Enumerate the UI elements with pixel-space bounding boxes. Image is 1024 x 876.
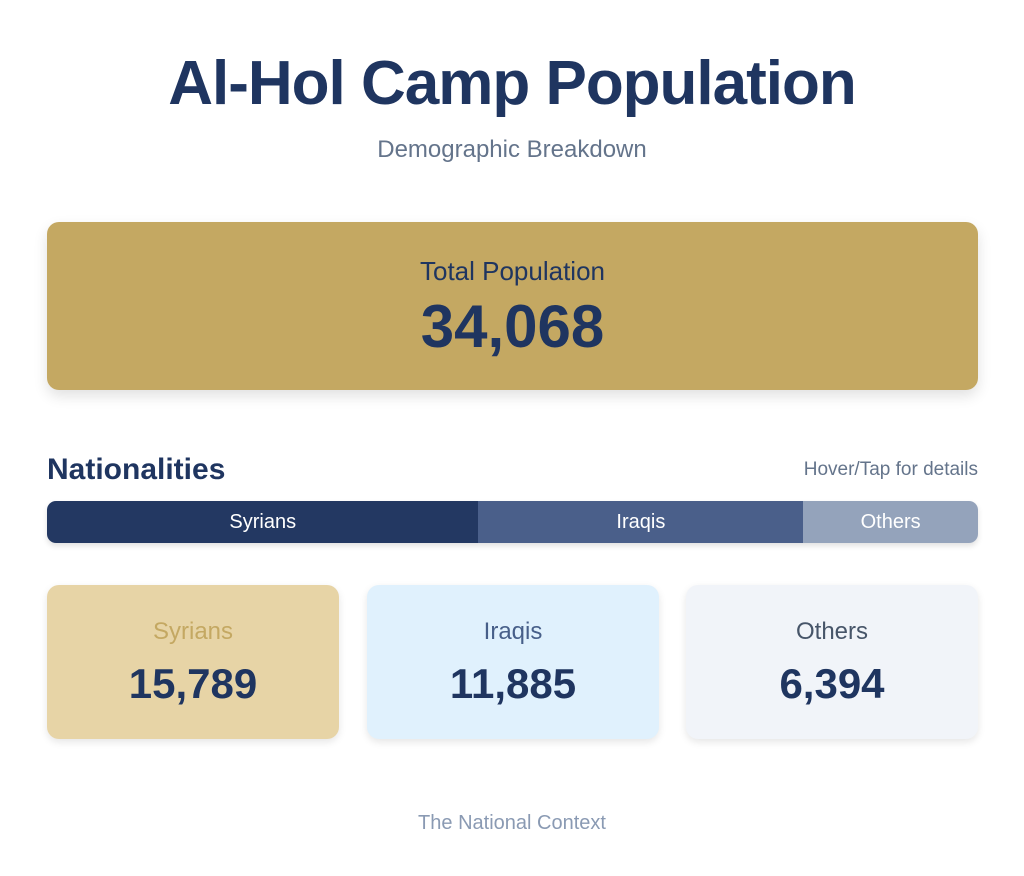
bar-segment-others[interactable]: Others [803,501,978,543]
nationality-cards: Syrians 15,789 Iraqis 11,885 Others 6,39… [47,585,978,739]
card-syrians-value: 15,789 [128,660,258,707]
total-population-card: Total Population 34,068 [47,222,978,390]
bar-segment-label: Syrians [229,510,297,533]
total-population-label: Total Population [419,256,606,286]
card-others[interactable]: Others 6,394 [686,585,978,739]
page-subtitle: Demographic Breakdown [377,136,647,163]
bar-segment-iraqis[interactable]: Iraqis [478,501,804,543]
page-title: Al-Hol Camp Population [168,49,857,118]
total-population-value: 34,068 [420,293,605,360]
card-others-label: Others [795,618,869,645]
bar-segment-label: Iraqis [616,510,666,533]
card-others-value: 6,394 [779,660,885,707]
bar-segment-label: Others [860,510,921,533]
card-syrians[interactable]: Syrians 15,789 [47,585,339,739]
footer-source: The National Context [418,812,606,834]
nationalities-stacked-bar: Syrians Iraqis Others [47,501,978,543]
card-iraqis-label: Iraqis [483,618,543,645]
card-iraqis[interactable]: Iraqis 11,885 [367,585,659,739]
nationalities-heading: Nationalities [47,453,226,486]
card-syrians-label: Syrians [152,618,234,645]
details-hint: Hover/Tap for details [803,459,978,480]
card-iraqis-value: 11,885 [449,660,577,707]
bar-segment-syrians[interactable]: Syrians [47,501,479,543]
